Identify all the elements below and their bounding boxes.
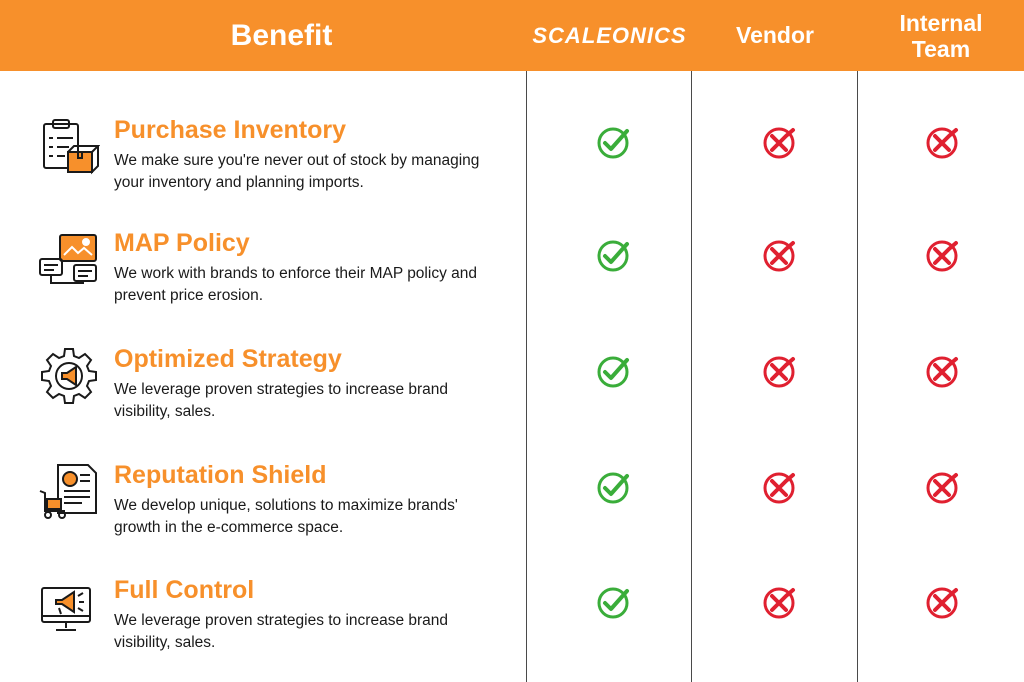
cross-icon bbox=[762, 355, 796, 389]
row-description: We leverage proven strategies to increas… bbox=[114, 612, 449, 651]
row-description: We work with brands to enforce their MAP… bbox=[114, 265, 477, 304]
check-icon bbox=[596, 586, 630, 620]
row-description: We make sure you're never out of stock b… bbox=[114, 152, 480, 191]
cross-icon bbox=[925, 471, 959, 505]
row-description: We leverage proven strategies to increas… bbox=[114, 381, 449, 420]
table-row: Full Control We leverage proven strategi… bbox=[0, 576, 1024, 682]
table-row: MAP Policy We work with brands to enforc… bbox=[0, 229, 1024, 344]
row-title: Reputation Shield bbox=[114, 461, 327, 489]
cross-icon bbox=[925, 355, 959, 389]
cross-icon bbox=[925, 126, 959, 160]
row-description: We develop unique, solutions to maximize… bbox=[114, 497, 458, 536]
cross-icon bbox=[925, 586, 959, 620]
column-divider bbox=[857, 71, 858, 682]
row-title: MAP Policy bbox=[114, 229, 250, 257]
table-row: Purchase Inventory We make sure you're n… bbox=[0, 116, 1024, 231]
monitor-megaphone-icon bbox=[38, 576, 100, 638]
column-header-internal-team: Internal Team bbox=[899, 9, 983, 62]
cross-icon bbox=[925, 239, 959, 273]
column-divider bbox=[691, 71, 692, 682]
check-icon bbox=[596, 239, 630, 273]
column-header-scaleonics: SCALEONICS bbox=[532, 22, 687, 48]
row-title: Purchase Inventory bbox=[114, 116, 347, 144]
check-icon bbox=[596, 355, 630, 389]
invoice-cart-icon bbox=[38, 461, 100, 523]
clipboard-box-icon bbox=[38, 116, 101, 178]
cross-icon bbox=[762, 239, 796, 273]
cross-icon bbox=[762, 126, 796, 160]
cross-icon bbox=[762, 471, 796, 505]
table-row: Optimized Strategy We leverage proven st… bbox=[0, 345, 1024, 460]
row-title: Optimized Strategy bbox=[114, 345, 342, 373]
map-policy-icon bbox=[38, 229, 100, 291]
cross-icon bbox=[762, 586, 796, 620]
column-divider bbox=[526, 71, 527, 682]
column-header-benefit: Benefit bbox=[230, 18, 333, 52]
gear-megaphone-icon bbox=[38, 345, 100, 407]
row-title: Full Control bbox=[114, 576, 255, 604]
column-header-vendor: Vendor bbox=[736, 22, 814, 48]
check-icon bbox=[596, 126, 630, 160]
table-row: Reputation Shield We develop unique, sol… bbox=[0, 461, 1024, 576]
table-header: Benefit SCALEONICS Vendor Internal Team bbox=[0, 0, 1024, 71]
check-icon bbox=[596, 471, 630, 505]
